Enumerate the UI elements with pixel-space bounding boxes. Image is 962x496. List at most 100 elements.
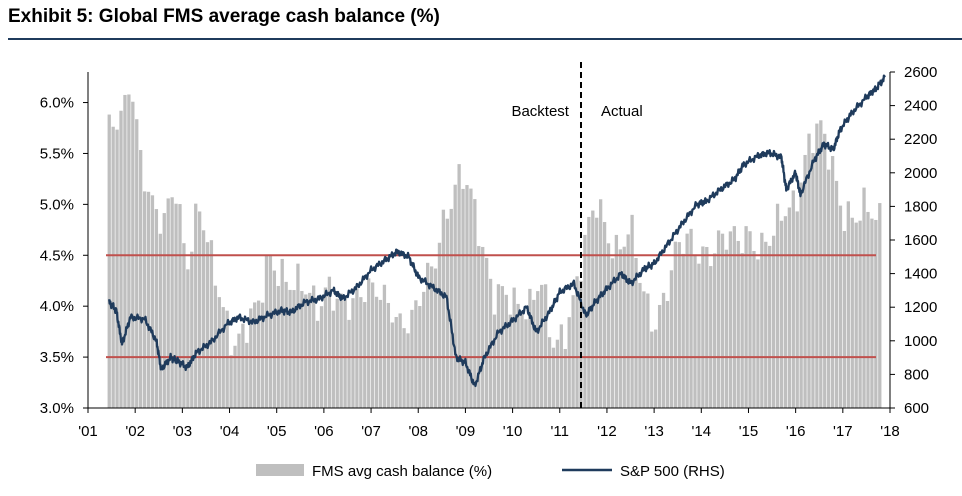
cash-bar [732,226,736,408]
title-rule [8,38,962,40]
right-axis-label: 1600 [904,232,937,249]
cash-bar [256,300,261,408]
right-axis-label: 2200 [904,131,937,148]
cash-bar [402,328,406,408]
cash-bar [264,255,269,408]
cash-bar [225,310,229,408]
cash-bar [874,219,878,408]
cash-bar [484,257,489,408]
cash-bar [622,246,626,408]
x-axis-label: '04 [220,423,240,440]
legend-bar-swatch [256,464,304,476]
cash-bar [315,320,320,408]
cash-bar [823,133,827,409]
cash-bar [819,120,823,408]
right-axis-label: 2000 [904,165,937,182]
cash-bar [429,266,434,408]
cash-bar [870,218,874,408]
cash-bar [414,300,418,408]
cash-bar [728,231,733,408]
cash-bar [245,342,249,408]
chart-title: Exhibit 5: Global FMS average cash balan… [8,6,440,27]
x-axis-label: '08 [408,423,428,440]
right-axis-label: 800 [904,366,929,383]
cash-bar [543,284,548,408]
cash-bar [705,246,709,408]
cash-bar [158,233,162,408]
cash-bar [709,266,713,408]
left-axis-label: 4.5% [40,247,74,264]
cash-bar [571,295,575,408]
x-axis-label: '11 [551,423,569,440]
cash-bar [351,298,355,408]
cash-bar [107,114,111,408]
x-axis-label: '14 [692,423,712,440]
cash-bar [268,254,273,408]
cash-bar [842,230,847,408]
cash-bar [445,218,449,408]
cash-bar [253,302,257,408]
cash-bar [162,213,166,408]
axes: 3.0% 3.5% 4.0% 4.5% 5.0% 5.5% 6.0% 600 800 1000 12… [40,64,938,440]
x-axis-label: '17 [833,423,853,440]
cash-bar [878,203,882,408]
cash-bar [752,251,756,408]
cash-bar [496,284,501,408]
cash-bar [614,234,619,408]
cash-bar [312,285,316,408]
cash-bar [748,231,752,408]
cash-bar [477,246,481,408]
cash-bar [775,203,780,408]
left-axis-label: 3.0% [40,400,74,417]
cash-bar [437,242,442,408]
cash-bar [449,208,453,408]
cash-bar [469,188,473,408]
cash-bar [308,292,312,408]
cash-bar [249,308,253,408]
cash-bar [382,284,387,408]
cash-bar [363,302,367,408]
cash-bar [638,282,642,408]
cash-bar [661,292,666,408]
right-axis-label: 1200 [904,299,937,316]
x-axis-label: '02 [125,423,145,440]
cash-bar [292,290,296,408]
cash-bar [779,220,784,408]
left-axis-label: 6.0% [40,95,74,112]
cash-bar [665,301,670,408]
cash-bar [433,268,438,408]
cash-bar [390,322,394,408]
cash-bar [677,242,681,408]
cash-bar [811,152,815,408]
cash-bar [716,230,721,408]
cash-bar [260,302,265,408]
cash-bar [673,241,677,408]
cash-bar [205,242,210,408]
cash-bar [182,243,186,408]
cash-bar [135,119,139,409]
cash-bar [504,294,508,408]
x-axis-label: '15 [739,423,759,440]
x-axis-label: '03 [173,423,193,440]
cash-bar [304,294,308,408]
cash-bar [783,216,788,408]
cash-bar [398,313,402,408]
cash-bar [567,317,571,408]
x-axis-label: '09 [456,423,476,440]
cash-bar [520,313,524,408]
cash-bar [339,293,343,408]
cash-bar [229,355,233,408]
cash-bar [551,347,556,408]
cash-bar [689,228,693,408]
cash-bar [807,133,811,408]
cash-bar [174,203,178,408]
cash-bar [461,188,465,408]
cash-bar [296,263,300,408]
cash-bar [713,253,717,408]
cash-bar [610,258,615,408]
cash-bar [618,249,622,408]
cash-bar [768,245,772,408]
cash-bar [866,211,870,408]
x-axis-label: '16 [786,423,806,440]
